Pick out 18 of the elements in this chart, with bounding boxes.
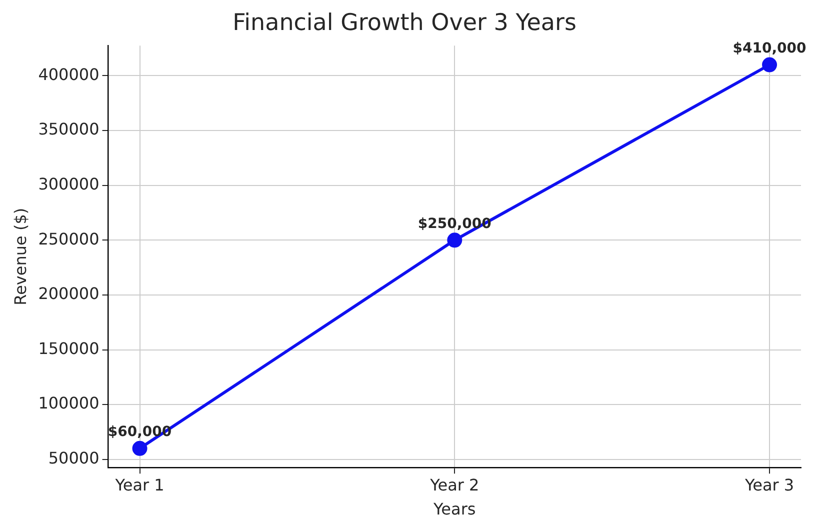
y-tick-label: 400000 — [38, 64, 100, 84]
point — [762, 57, 778, 72]
y-tick-label: 100000 — [38, 394, 100, 413]
x-tick-label: Year 3 — [744, 475, 794, 494]
y-tick-label: 200000 — [38, 284, 100, 304]
y-tick-label: 150000 — [38, 338, 100, 358]
y-tick-label: 50000 — [48, 448, 100, 468]
x-tick-label: Year 2 — [429, 475, 480, 494]
chart-title: Financial Growth Over 3 Years — [232, 10, 576, 36]
data-label: $410,000 — [732, 40, 807, 56]
y-tick-label: 300000 — [38, 174, 100, 194]
x-axis-title: Years — [432, 500, 476, 519]
point — [447, 232, 462, 248]
point — [132, 440, 148, 456]
y-tick-label: 350000 — [38, 120, 100, 139]
y-tick-label: 250000 — [38, 229, 100, 248]
y-axis-title: Revenue ($) — [10, 208, 30, 306]
x-tick-label: Year 1 — [114, 475, 164, 494]
